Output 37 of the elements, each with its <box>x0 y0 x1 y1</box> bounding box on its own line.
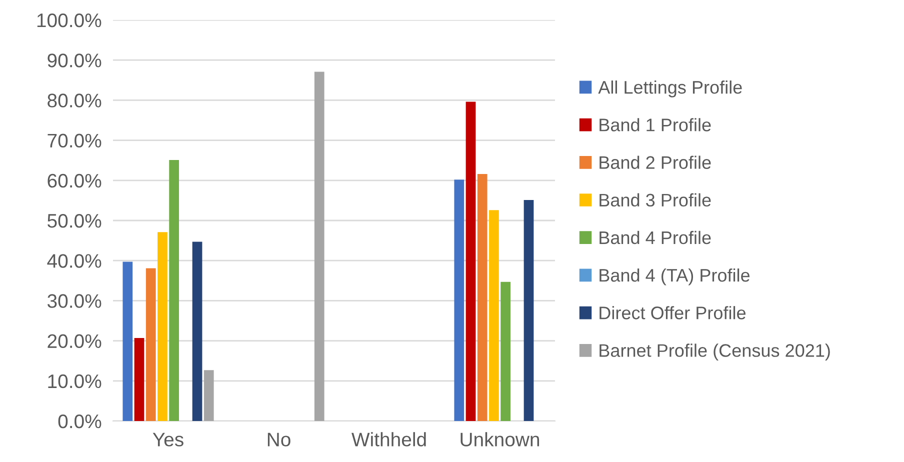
bar <box>500 282 510 421</box>
bar <box>489 210 499 421</box>
bar <box>204 370 214 421</box>
legend-label: Band 4 Profile <box>600 230 711 244</box>
x-tick-label: Yes <box>152 432 184 446</box>
y-tick-label: 100.0% <box>37 13 102 28</box>
legend-label: Band 3 Profile <box>600 193 711 207</box>
y-tick-label: 20.0% <box>48 334 102 348</box>
bar <box>192 242 202 421</box>
y-tick-label: 40.0% <box>47 254 102 268</box>
y-tick-label: 0.0% <box>58 414 102 428</box>
bar <box>466 102 476 421</box>
y-tick-label: 90.0% <box>48 54 102 68</box>
y-tick-label: 70.0% <box>48 134 102 148</box>
bar <box>146 268 156 421</box>
legend-label: Band 1 Profile <box>600 118 711 132</box>
y-tick-label: 60.0% <box>48 174 102 188</box>
x-tick-label: Withheld <box>352 432 426 446</box>
legend-label: Direct Offer Profile <box>600 306 746 320</box>
y-tick-label: 50.0% <box>48 214 102 228</box>
x-tick-label: Unknown <box>460 432 540 446</box>
legend-label: All Lettings Profile <box>598 80 742 98</box>
legend-label: Band 2 Profile <box>600 156 711 169</box>
legend-label: Band 4 (TA) Profile <box>600 268 750 286</box>
y-tick-label: 30.0% <box>48 294 102 308</box>
y-tick-label: 80.0% <box>48 94 102 108</box>
bar <box>158 232 168 421</box>
legend-label: Barnet Profile (Census 2021) <box>600 344 830 360</box>
bar <box>454 180 464 421</box>
bar <box>122 262 133 421</box>
bar <box>477 174 488 421</box>
x-tick-label: No <box>268 432 290 446</box>
bar <box>134 338 144 421</box>
y-tick-label: 10.0% <box>48 374 102 388</box>
bar <box>169 160 179 421</box>
bar <box>314 72 324 421</box>
bar <box>524 200 534 421</box>
